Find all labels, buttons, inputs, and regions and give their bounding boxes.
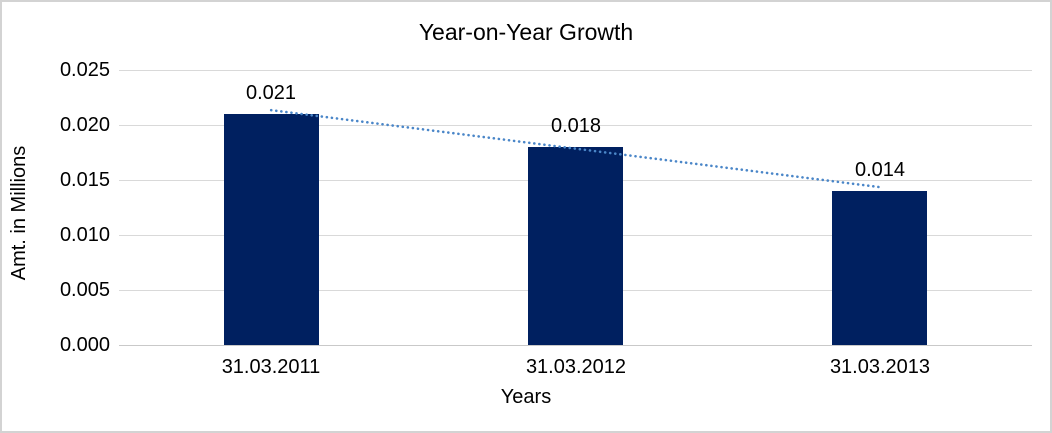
x-tick-label: 31.03.2011 (221, 356, 321, 378)
x-axis-title: Years (500, 386, 552, 408)
bar (224, 114, 319, 345)
x-axis-line (119, 345, 1032, 346)
y-tick-label: 0.005 (59, 279, 110, 301)
y-axis-title: Amt. in Millions (8, 145, 30, 281)
y-tick-label: 0.025 (59, 59, 110, 81)
data-label: 0.018 (550, 115, 602, 137)
x-tick-label: 31.03.2012 (525, 356, 627, 378)
gridline (119, 70, 1032, 71)
x-tick-label: 31.03.2013 (829, 356, 931, 378)
y-tick-label: 0.000 (59, 334, 110, 356)
bar (528, 147, 623, 345)
y-tick-label: 0.020 (59, 114, 110, 136)
y-tick-label: 0.010 (59, 224, 110, 246)
data-label: 0.014 (854, 159, 906, 181)
data-label: 0.021 (245, 82, 297, 104)
bar (832, 191, 927, 345)
chart-title: Year-on-Year Growth (418, 19, 634, 45)
y-tick-label: 0.015 (59, 169, 110, 191)
